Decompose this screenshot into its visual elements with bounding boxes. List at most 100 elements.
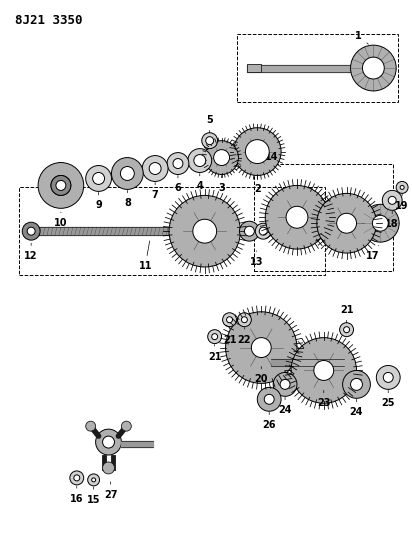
Text: 23: 23	[317, 390, 330, 408]
Circle shape	[93, 173, 105, 184]
Circle shape	[255, 223, 271, 239]
Text: 14: 14	[265, 151, 278, 161]
Text: 8J21 3350: 8J21 3350	[15, 14, 83, 27]
Text: 11: 11	[138, 241, 152, 271]
Circle shape	[38, 163, 84, 208]
Circle shape	[344, 327, 349, 333]
Text: 2: 2	[254, 176, 261, 195]
Circle shape	[246, 140, 269, 164]
Circle shape	[22, 222, 40, 240]
Text: 1: 1	[355, 31, 368, 44]
Text: 5: 5	[206, 115, 213, 133]
Circle shape	[70, 471, 84, 485]
Circle shape	[286, 206, 308, 228]
Text: 15: 15	[87, 487, 101, 505]
Text: 24: 24	[279, 397, 292, 415]
Text: 26: 26	[262, 412, 276, 430]
Circle shape	[241, 317, 247, 322]
Circle shape	[264, 394, 274, 404]
Circle shape	[291, 337, 356, 403]
Circle shape	[214, 150, 229, 166]
Text: 22: 22	[238, 328, 251, 345]
Circle shape	[51, 175, 71, 196]
Circle shape	[234, 128, 281, 175]
Bar	[19, 188, 325, 275]
Bar	[351, 64, 365, 72]
Circle shape	[202, 133, 218, 149]
Circle shape	[167, 152, 189, 174]
Circle shape	[314, 360, 334, 381]
Circle shape	[51, 175, 71, 196]
Circle shape	[193, 219, 217, 243]
Bar	[237, 34, 398, 102]
Circle shape	[27, 227, 35, 235]
Text: 7: 7	[152, 182, 159, 200]
Circle shape	[103, 436, 115, 448]
Circle shape	[337, 213, 356, 233]
Circle shape	[339, 322, 353, 337]
Circle shape	[194, 155, 206, 166]
Circle shape	[351, 45, 396, 91]
Circle shape	[86, 421, 96, 431]
Circle shape	[205, 141, 239, 174]
Circle shape	[343, 370, 370, 398]
Circle shape	[227, 317, 232, 322]
Circle shape	[112, 158, 143, 189]
Circle shape	[56, 181, 66, 190]
Bar	[27, 227, 39, 235]
Bar	[247, 64, 261, 72]
Text: 19: 19	[396, 193, 409, 212]
Text: 9: 9	[95, 192, 102, 211]
Circle shape	[173, 158, 183, 168]
Text: 4: 4	[197, 173, 203, 191]
Circle shape	[265, 185, 329, 249]
Text: 17: 17	[365, 246, 379, 261]
Circle shape	[206, 136, 214, 144]
Circle shape	[239, 221, 259, 241]
Circle shape	[188, 149, 212, 173]
Circle shape	[96, 429, 122, 455]
Circle shape	[400, 185, 404, 189]
Circle shape	[388, 196, 396, 204]
Circle shape	[86, 166, 112, 191]
Circle shape	[120, 166, 134, 181]
Text: 18: 18	[385, 211, 399, 229]
Text: 27: 27	[104, 482, 117, 500]
Text: 21: 21	[223, 328, 236, 345]
Text: 21: 21	[340, 305, 353, 322]
Circle shape	[383, 373, 393, 382]
Circle shape	[103, 462, 115, 474]
Text: 13: 13	[250, 251, 263, 267]
Circle shape	[363, 57, 384, 79]
Circle shape	[91, 478, 96, 482]
Circle shape	[122, 421, 131, 431]
Circle shape	[225, 312, 297, 383]
Circle shape	[169, 196, 241, 267]
Bar	[254, 164, 393, 271]
Circle shape	[382, 190, 402, 211]
Circle shape	[317, 193, 376, 253]
Text: 12: 12	[24, 243, 38, 261]
Text: 8: 8	[124, 190, 131, 208]
Text: 25: 25	[382, 390, 395, 408]
Circle shape	[376, 366, 400, 389]
Text: 20: 20	[255, 367, 268, 384]
Circle shape	[149, 163, 161, 174]
Circle shape	[273, 373, 297, 397]
Circle shape	[259, 227, 267, 235]
Circle shape	[372, 215, 388, 231]
Text: 24: 24	[350, 399, 363, 417]
Circle shape	[74, 475, 80, 481]
Circle shape	[244, 226, 254, 236]
Circle shape	[258, 387, 281, 411]
Circle shape	[351, 378, 363, 390]
Text: 10: 10	[54, 212, 68, 228]
Circle shape	[251, 337, 271, 358]
Circle shape	[88, 474, 100, 486]
Text: 6: 6	[175, 175, 181, 193]
Text: 16: 16	[70, 486, 84, 504]
Circle shape	[208, 330, 222, 344]
Circle shape	[396, 181, 408, 193]
Text: 3: 3	[218, 175, 225, 193]
Text: 21: 21	[208, 345, 221, 361]
